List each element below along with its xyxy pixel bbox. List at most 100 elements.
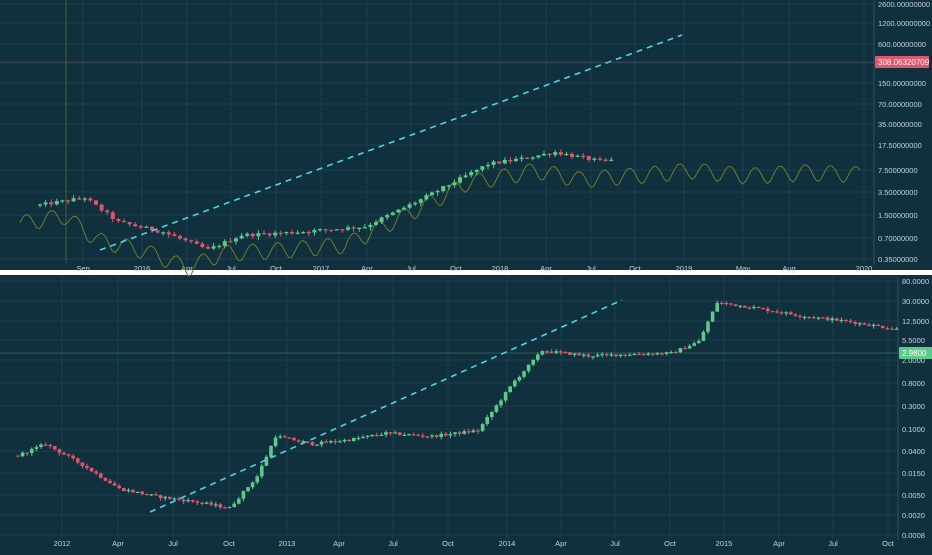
y-tick-label: 7.50000000 [878, 166, 918, 175]
candle-body [894, 328, 899, 330]
candle-body [66, 454, 71, 456]
candle-body [441, 186, 446, 192]
candle-body [195, 501, 200, 503]
candle-body [424, 195, 429, 200]
candle-body [508, 159, 513, 162]
candle-body [683, 348, 687, 350]
candle-body [547, 153, 552, 156]
x-tick-label: Aug [782, 264, 795, 273]
candle-body [502, 159, 507, 164]
candle-body [126, 490, 131, 492]
x-tick-label: Oct [629, 264, 642, 273]
candle-body [347, 439, 351, 442]
x-tick-label: Apr [333, 539, 345, 548]
candle-body [181, 499, 186, 502]
candle-body [338, 441, 342, 443]
candle-body [168, 496, 172, 499]
candle-body [194, 241, 199, 244]
candle-body [262, 233, 266, 235]
candle-body [637, 353, 641, 356]
candle-body [497, 161, 502, 164]
candle-body [260, 465, 264, 477]
candle-body [250, 233, 255, 237]
candle-body [738, 305, 742, 307]
candle-body [255, 476, 259, 483]
candle-body [669, 351, 673, 354]
candle-body [340, 229, 345, 231]
candle-body [388, 432, 393, 434]
candle-body [228, 241, 233, 243]
candle-body [525, 157, 530, 159]
candle-body [232, 503, 236, 508]
candle-body [471, 430, 476, 433]
candle-body [267, 233, 272, 236]
candle-body [315, 444, 319, 446]
candle-body [25, 452, 29, 454]
candle-body [71, 455, 75, 459]
candle-body [862, 323, 867, 325]
candle-body [531, 359, 535, 365]
candle-body [545, 351, 549, 353]
candle-body [116, 219, 121, 221]
candle-body [273, 232, 278, 236]
candle-body [519, 157, 524, 159]
candle-body [385, 215, 390, 218]
candle-body [766, 308, 770, 312]
y-tick-label: 0.8000 [902, 379, 925, 388]
candle-body [581, 155, 586, 157]
x-tick-label: Apr [540, 264, 552, 273]
candle-body [191, 500, 195, 502]
candle-body [264, 456, 269, 466]
candle-body [474, 169, 479, 172]
x-tick-label: 2017 [313, 264, 330, 273]
candle-body [204, 502, 209, 504]
candle-body [217, 245, 222, 248]
candle-body [724, 302, 729, 305]
candle-body [283, 436, 287, 438]
last-price-label: 2.9800 [902, 349, 927, 358]
candle-body [131, 490, 135, 493]
candle-body [430, 192, 434, 196]
candle-body [761, 307, 765, 310]
candle-body [591, 356, 595, 358]
candle-body [296, 440, 301, 442]
x-tick-label: Jul [168, 539, 178, 548]
candle-body [43, 444, 48, 446]
candle-body [743, 305, 747, 308]
candle-body [435, 191, 440, 193]
candle-body [416, 434, 420, 436]
candle-body [227, 507, 232, 509]
candle-body [200, 502, 204, 504]
candle-body [30, 448, 34, 454]
candle-body [434, 435, 439, 438]
candle-body [245, 233, 250, 236]
candle-body [352, 438, 356, 442]
candle-body [674, 351, 678, 354]
candle-body [323, 229, 328, 231]
candle-body [563, 352, 568, 354]
candle-body [692, 343, 696, 346]
candle-body [706, 321, 710, 332]
y-tick-label: 0.70000000 [878, 234, 918, 243]
candle-body [784, 312, 788, 314]
candle-body [57, 449, 62, 453]
x-tick-label: Apr [181, 264, 193, 273]
candle-body [517, 376, 522, 381]
y-tick-label: 150.00000000 [878, 79, 926, 88]
candle-body [306, 232, 311, 234]
candle-body [733, 304, 738, 307]
x-tick-label: Sep [76, 264, 89, 273]
candle-body [278, 436, 282, 438]
y-tick-label: 12.5000 [902, 317, 929, 326]
candle-body [655, 353, 660, 355]
candle-body [155, 230, 160, 233]
candle-body [346, 227, 350, 230]
candle-body [384, 432, 388, 435]
y-tick-label: 0.0150 [902, 469, 925, 478]
overlay-series-line [19, 163, 861, 277]
last-price-label: 308.06320709 [878, 58, 930, 67]
candle-body [853, 322, 857, 324]
candle-body [536, 354, 540, 360]
candle-body [48, 444, 52, 447]
